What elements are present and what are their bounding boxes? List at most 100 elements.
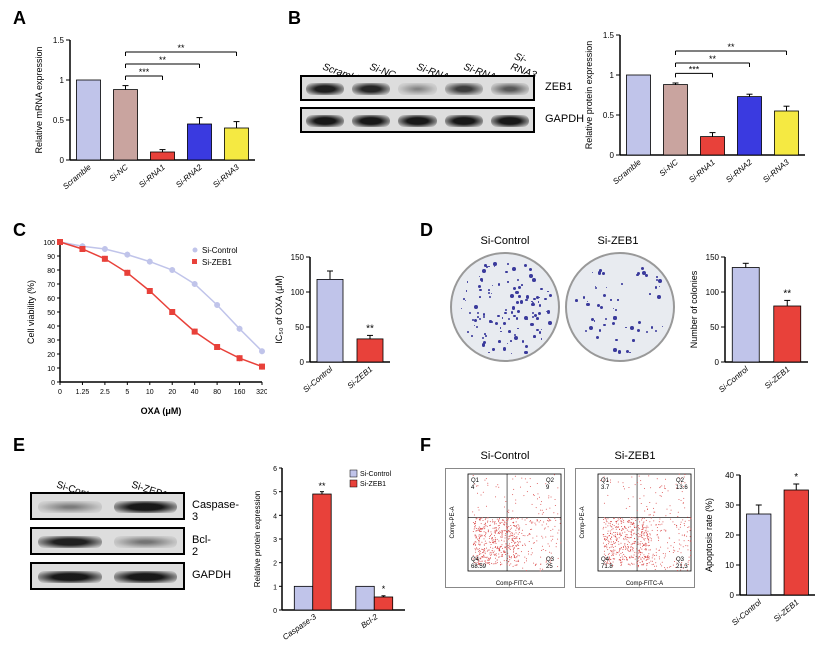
panel-a-chart: 0 0.5 1 1.5 Relative mRNA expression Scramble…	[30, 15, 260, 215]
svg-text:Comp-FITC-A: Comp-FITC-A	[626, 581, 663, 587]
svg-text:25: 25	[546, 564, 553, 570]
svg-text:Si-RNA1: Si-RNA1	[687, 158, 717, 185]
svg-text:1: 1	[273, 584, 277, 591]
flow-plot-zeb1: Q13.7Q213.6Q321.3Q471.8Comp-FITC-AComp-P…	[575, 468, 695, 588]
panel-f-header-1: Si-Control	[445, 450, 565, 462]
svg-text:150: 150	[291, 253, 305, 262]
flow-plot-control: Q14Q29Q325Q468.59Comp-FITC-AComp-PE-A	[445, 468, 565, 588]
svg-text:Caspase-3: Caspase-3	[281, 612, 318, 642]
blot-row-label: ZEB1	[545, 81, 573, 93]
svg-text:0: 0	[51, 380, 55, 387]
svg-text:10: 10	[47, 366, 55, 373]
svg-text:Si-RNA3: Si-RNA3	[211, 162, 241, 189]
svg-text:2: 2	[273, 561, 277, 568]
svg-text:100: 100	[291, 288, 305, 297]
svg-text:Si-NC: Si-NC	[658, 158, 680, 179]
svg-text:160: 160	[234, 389, 246, 396]
panel-e-bar: 0123456Relative protein expression**Casp…	[250, 450, 410, 650]
svg-text:**: **	[709, 54, 717, 64]
svg-text:Scramble: Scramble	[611, 157, 643, 186]
svg-text:3: 3	[273, 537, 277, 544]
panel-e-blot: Caspase-3Bcl-2GAPDH	[30, 492, 185, 597]
panel-e-label: E	[13, 435, 25, 456]
svg-text:20: 20	[47, 352, 55, 359]
svg-text:Si-RNA2: Si-RNA2	[724, 157, 754, 184]
panel-d-label: D	[420, 220, 433, 241]
svg-text:6: 6	[273, 466, 277, 473]
svg-text:Comp-PE-A: Comp-PE-A	[580, 506, 586, 538]
svg-text:50: 50	[295, 323, 304, 332]
svg-text:Number of colonies: Number of colonies	[689, 270, 699, 348]
svg-text:68.59: 68.59	[471, 564, 487, 570]
svg-text:Relative mRNA expression: Relative mRNA expression	[34, 46, 44, 153]
svg-text:**: **	[727, 42, 735, 52]
svg-text:Comp-PE-A: Comp-PE-A	[450, 506, 456, 538]
panel-d-header-2: Si-ZEB1	[568, 235, 668, 247]
svg-text:0.5: 0.5	[603, 111, 615, 120]
panel-b-label: B	[288, 8, 301, 29]
svg-text:Si-Control: Si-Control	[717, 365, 750, 395]
svg-text:Si-RNA1: Si-RNA1	[137, 163, 167, 190]
svg-text:0: 0	[60, 156, 65, 165]
svg-text:**: **	[177, 43, 185, 53]
svg-text:1: 1	[60, 76, 65, 85]
svg-text:0: 0	[273, 608, 277, 615]
svg-text:Relative protein expression: Relative protein expression	[253, 491, 262, 588]
svg-text:70: 70	[47, 282, 55, 289]
svg-text:4: 4	[273, 513, 277, 520]
svg-text:Q2: Q2	[676, 478, 685, 484]
svg-text:*: *	[382, 584, 386, 594]
panel-e-lane-labels: Si-ControlSi-ZEB1	[45, 462, 190, 490]
svg-text:Si-ZEB1: Si-ZEB1	[346, 365, 375, 391]
blot-row-label: GAPDH	[545, 113, 584, 125]
panel-d-bar: 050100150Number of coloniesSi-ControlSi-…	[685, 232, 813, 417]
panel-f-bar: 010203040Apoptosis rate (%)Si-ControlSi-…	[700, 450, 820, 650]
svg-text:40: 40	[725, 471, 734, 480]
svg-text:Si-Control: Si-Control	[202, 246, 238, 255]
svg-text:21.3: 21.3	[676, 564, 688, 570]
svg-text:Si-Control: Si-Control	[301, 365, 334, 395]
svg-text:Q1: Q1	[471, 478, 480, 484]
svg-text:5: 5	[125, 389, 129, 396]
svg-text:80: 80	[47, 268, 55, 275]
svg-text:1.5: 1.5	[53, 36, 65, 45]
svg-text:40: 40	[47, 324, 55, 331]
svg-text:150: 150	[706, 253, 720, 262]
svg-text:**: **	[366, 323, 374, 334]
svg-text:Comp-FITC-A: Comp-FITC-A	[496, 581, 533, 587]
svg-text:Si-NC: Si-NC	[108, 163, 130, 184]
svg-text:60: 60	[47, 296, 55, 303]
panel-b-bar: 00.511.5Relative protein expressionScram…	[580, 10, 810, 210]
svg-text:Q1: Q1	[601, 478, 610, 484]
svg-text:100: 100	[43, 240, 55, 247]
svg-text:10: 10	[725, 561, 734, 570]
svg-text:***: ***	[139, 67, 150, 77]
svg-text:***: ***	[689, 64, 700, 74]
colony-plate-control	[450, 252, 560, 362]
svg-text:Q4: Q4	[601, 557, 610, 563]
panel-f-label: F	[420, 435, 431, 456]
svg-text:Q3: Q3	[546, 557, 555, 563]
svg-text:Apoptosis rate (%): Apoptosis rate (%)	[704, 498, 714, 572]
panel-d-header-1: Si-Control	[455, 235, 555, 247]
svg-text:0.5: 0.5	[53, 116, 65, 125]
svg-text:71.8: 71.8	[601, 564, 613, 570]
svg-text:1: 1	[610, 71, 615, 80]
svg-text:**: **	[159, 55, 167, 65]
svg-text:100: 100	[706, 288, 720, 297]
panel-b-blot: ZEB1GAPDH	[300, 75, 535, 139]
svg-text:Bcl-2: Bcl-2	[359, 612, 380, 630]
svg-text:Si-Control: Si-Control	[730, 598, 763, 628]
svg-text:Si-ZEB1: Si-ZEB1	[763, 365, 792, 391]
svg-text:Q2: Q2	[546, 478, 555, 484]
panel-b-lane-labels: ScrambleSi-NCSi-RNA1Si-RNA2Si-RNA3	[313, 42, 543, 72]
svg-text:3.7: 3.7	[601, 485, 610, 491]
svg-text:10: 10	[146, 389, 154, 396]
svg-text:Scramble: Scramble	[61, 162, 93, 191]
svg-text:90: 90	[47, 254, 55, 261]
svg-text:20: 20	[168, 389, 176, 396]
panel-f-header-2: Si-ZEB1	[575, 450, 695, 462]
svg-text:2.5: 2.5	[100, 389, 110, 396]
svg-text:0: 0	[58, 389, 62, 396]
colony-plate-zeb1	[565, 252, 675, 362]
